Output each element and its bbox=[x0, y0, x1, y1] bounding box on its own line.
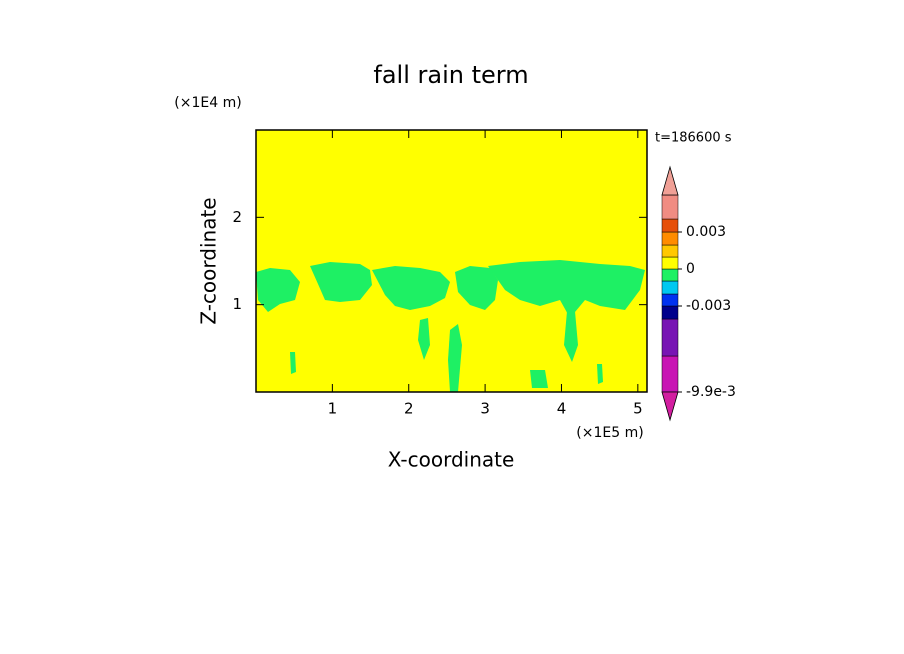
colorbar-box bbox=[661, 268, 679, 282]
colorbar-over bbox=[661, 165, 679, 196]
x-tick-label: 3 bbox=[480, 400, 490, 418]
rain-region bbox=[455, 266, 498, 310]
y-axis-label: Z-coordinate bbox=[197, 197, 221, 324]
colorbar-box bbox=[661, 256, 679, 270]
colorbar-box bbox=[661, 355, 679, 393]
colorbar-box bbox=[661, 318, 679, 357]
chart-title: fall rain term bbox=[373, 61, 528, 89]
colorbar-box bbox=[661, 293, 679, 307]
colorbar-tick-label: -9.9e-3 bbox=[686, 384, 736, 400]
rain-region bbox=[418, 318, 430, 360]
colorbar-box bbox=[661, 218, 679, 233]
plot-frame bbox=[255, 129, 648, 393]
y-tick-label: 2 bbox=[232, 208, 242, 226]
rain-region bbox=[290, 352, 296, 374]
x-axis-label: X-coordinate bbox=[388, 448, 515, 472]
rain-region bbox=[372, 266, 450, 310]
rain-region bbox=[256, 268, 300, 312]
colorbar-tick-label: -0.003 bbox=[686, 298, 731, 314]
x-tick-label: 4 bbox=[557, 400, 567, 418]
rain-region bbox=[310, 262, 372, 302]
rain-regions bbox=[256, 260, 645, 392]
rain-region bbox=[488, 260, 645, 318]
x-tick-label: 1 bbox=[328, 400, 338, 418]
rain-region bbox=[597, 364, 603, 384]
x-tick-label: 5 bbox=[633, 400, 643, 418]
rain-region bbox=[530, 370, 548, 388]
colorbar-box bbox=[661, 280, 679, 295]
colorbar-tick-label: 0.003 bbox=[686, 224, 726, 240]
time-label: t=186600 s bbox=[655, 131, 732, 146]
y-tick-label: 1 bbox=[232, 295, 242, 313]
colorbar-box bbox=[661, 244, 679, 258]
colorbar-box bbox=[661, 194, 679, 220]
x-tick-label: 2 bbox=[404, 400, 414, 418]
y-unit: (×1E4 m) bbox=[174, 95, 241, 111]
rain-region bbox=[564, 300, 578, 362]
colorbar-box bbox=[661, 305, 679, 320]
colorbar-under bbox=[661, 391, 679, 422]
colorbar-box bbox=[661, 231, 679, 246]
rain-region bbox=[448, 324, 462, 392]
x-unit: (×1E5 m) bbox=[576, 425, 643, 441]
colorbar-tick-label: 0 bbox=[686, 261, 695, 277]
